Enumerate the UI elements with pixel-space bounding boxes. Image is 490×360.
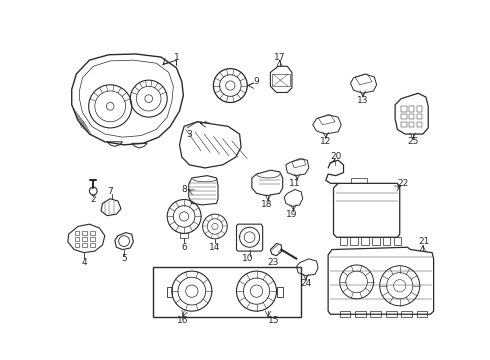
Text: 21: 21	[418, 237, 430, 246]
Text: 18: 18	[261, 201, 272, 210]
Text: 11: 11	[289, 179, 301, 188]
Text: 20: 20	[330, 152, 342, 161]
Text: 24: 24	[300, 279, 312, 288]
Text: 1: 1	[173, 53, 179, 62]
Text: 2: 2	[91, 195, 96, 204]
Text: 8: 8	[181, 185, 187, 194]
Text: 4: 4	[81, 258, 87, 267]
Text: 6: 6	[181, 243, 187, 252]
Text: 10: 10	[242, 254, 253, 263]
Text: 19: 19	[286, 210, 298, 219]
Text: 17: 17	[274, 53, 285, 62]
Text: 23: 23	[268, 258, 279, 267]
Text: 25: 25	[407, 137, 418, 146]
Text: 22: 22	[397, 179, 409, 188]
Text: 13: 13	[357, 96, 368, 105]
Text: 3: 3	[187, 130, 193, 139]
Text: 14: 14	[209, 243, 220, 252]
Text: 16: 16	[177, 316, 188, 325]
Text: 7: 7	[107, 187, 113, 196]
Text: 15: 15	[268, 316, 279, 325]
Text: 9: 9	[254, 77, 259, 86]
Text: 12: 12	[320, 137, 332, 146]
Text: 5: 5	[121, 254, 127, 263]
